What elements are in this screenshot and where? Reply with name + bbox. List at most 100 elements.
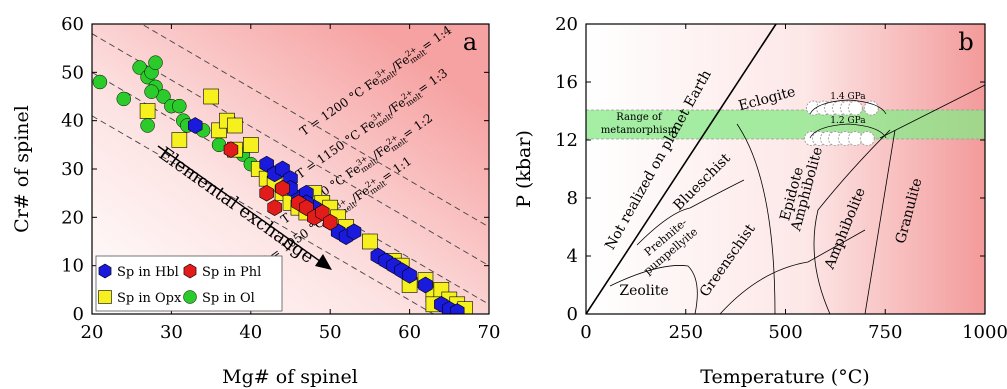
legend-marker xyxy=(98,263,112,279)
amphibolite-granulite-boundary xyxy=(864,129,896,314)
data-point xyxy=(140,118,155,133)
data-point xyxy=(243,137,259,153)
epidote-amphibolite-boundary xyxy=(813,129,891,314)
panel-a-y-axis-title: Cr# of spinel xyxy=(11,105,33,233)
data-point xyxy=(362,233,378,250)
zeolite-label: Zeolite xyxy=(619,283,668,299)
panel-a-ticks: 20 30 40 50 60 70 0 10 20 30 40 50 60 xyxy=(61,14,500,343)
band-label-line2: metamorphism xyxy=(601,125,678,136)
data-point xyxy=(322,213,338,231)
x-tick-label: 1000 xyxy=(962,322,1007,343)
panel-b-x-axis-title: Temperature (°C) xyxy=(700,366,869,388)
data-point xyxy=(223,141,239,159)
isotherm-line xyxy=(92,33,489,267)
data-point xyxy=(148,55,163,70)
blueschist-eclogite-boundary xyxy=(736,123,776,314)
data-point xyxy=(450,303,465,314)
x-tick-label: 0 xyxy=(580,322,591,343)
x-tick-label: 50 xyxy=(319,322,342,343)
y-tick-label: 10 xyxy=(61,256,84,277)
panel-a-x-axis-title: Mg# of spinel xyxy=(222,366,358,388)
panel-b-ticks: 0 250 500 750 1000 0 4 8 12 16 20 xyxy=(555,14,1007,343)
pressure-points xyxy=(803,100,879,147)
legend-marker xyxy=(183,290,197,304)
legend-marker xyxy=(98,290,112,304)
data-point xyxy=(418,276,433,294)
data-point xyxy=(139,103,156,119)
x-tick-label: 250 xyxy=(669,322,703,343)
data-point xyxy=(171,132,188,148)
y-tick-label: 12 xyxy=(555,130,578,151)
isotherm-line xyxy=(92,71,489,305)
data-point xyxy=(346,223,362,241)
pressure-point xyxy=(863,100,879,116)
x-tick-label: 30 xyxy=(160,322,183,343)
facies-boundaries xyxy=(586,24,985,314)
arrow-head xyxy=(315,254,332,270)
data-point xyxy=(227,117,243,134)
pressure-label-1-4gpa: 1.4 GPa xyxy=(830,92,866,102)
zeolite-boundary xyxy=(609,265,698,314)
data-point xyxy=(116,91,132,107)
pressure-point xyxy=(847,100,863,116)
x-tick-label: 40 xyxy=(239,322,262,343)
legend-label: Sp in Hbl xyxy=(117,265,179,280)
legend-label: Sp in Ol xyxy=(202,291,255,306)
not-realized-boundary xyxy=(586,24,777,314)
legend-label: Sp in Opx xyxy=(117,291,182,306)
y-tick-label: 0 xyxy=(73,304,84,325)
y-tick-label: 8 xyxy=(567,188,578,209)
data-point xyxy=(259,184,274,202)
pressure-label-1-2gpa: 1.2 GPa xyxy=(830,116,866,126)
fe-symbol: Fe xyxy=(358,116,378,136)
y-tick-label: 50 xyxy=(61,62,84,83)
isotherm-line xyxy=(140,24,489,228)
y-tick-label: 60 xyxy=(61,14,84,35)
x-tick-label: 20 xyxy=(81,322,104,343)
panel-a: T = 1200 °C Fe3+melt/Fe2+melt= 1:4T = 11… xyxy=(11,14,500,388)
blueschist-greenschist-boundary xyxy=(689,179,745,209)
y-tick-label: 20 xyxy=(61,207,84,228)
panel-a-letter: a xyxy=(463,28,477,56)
greenschist-lower-boundary xyxy=(719,229,866,314)
pressure-bracket-1-2gpa xyxy=(809,123,887,139)
panel-a-legend: Sp in Hbl Sp in Phl Sp in Opx Sp in Ol xyxy=(95,255,283,312)
data-point xyxy=(187,117,203,134)
y-tick-label: 0 xyxy=(567,304,578,325)
data-point xyxy=(172,98,187,114)
x-tick-label: 60 xyxy=(398,322,421,343)
x-tick-label: 500 xyxy=(768,322,802,343)
legend-label: Sp in Phl xyxy=(202,265,261,280)
data-point xyxy=(203,88,219,105)
fe-symbol: Fe xyxy=(343,161,363,181)
pressure-bracket-1-4gpa xyxy=(809,99,887,115)
band-label-line1: Range of xyxy=(616,112,663,123)
range-of-metamorphism-band xyxy=(586,110,985,139)
x-tick-label: 70 xyxy=(478,322,501,343)
data-point xyxy=(275,179,290,197)
panel-b: 1.4 GPa 1.2 GPa Range of metamorphism No… xyxy=(513,14,1007,388)
x-tick-label: 750 xyxy=(868,322,902,343)
data-point xyxy=(92,74,108,90)
legend-marker xyxy=(183,263,197,279)
y-tick-label: 20 xyxy=(555,14,578,35)
panel-b-plot-background xyxy=(586,24,985,314)
y-tick-label: 16 xyxy=(555,72,578,93)
arrow-shaft xyxy=(157,145,325,265)
isotherm-line xyxy=(92,115,434,314)
panel-a-isotherm-lines xyxy=(92,24,489,314)
panel-b-y-axis-title: P (kbar) xyxy=(513,130,535,208)
panel-b-letter: b xyxy=(958,28,973,56)
data-point xyxy=(402,266,417,284)
y-tick-label: 30 xyxy=(61,159,84,180)
y-tick-label: 4 xyxy=(567,246,578,267)
y-tick-label: 40 xyxy=(61,111,84,132)
pressure-point xyxy=(859,131,875,147)
panel-a-scatter-points xyxy=(92,55,473,314)
data-point xyxy=(144,84,159,99)
eclogite-upper-boundary xyxy=(879,84,985,139)
prehnite-greenschist-boundary xyxy=(636,207,691,246)
fe-symbol: Fe xyxy=(362,73,382,93)
data-point xyxy=(267,199,282,217)
